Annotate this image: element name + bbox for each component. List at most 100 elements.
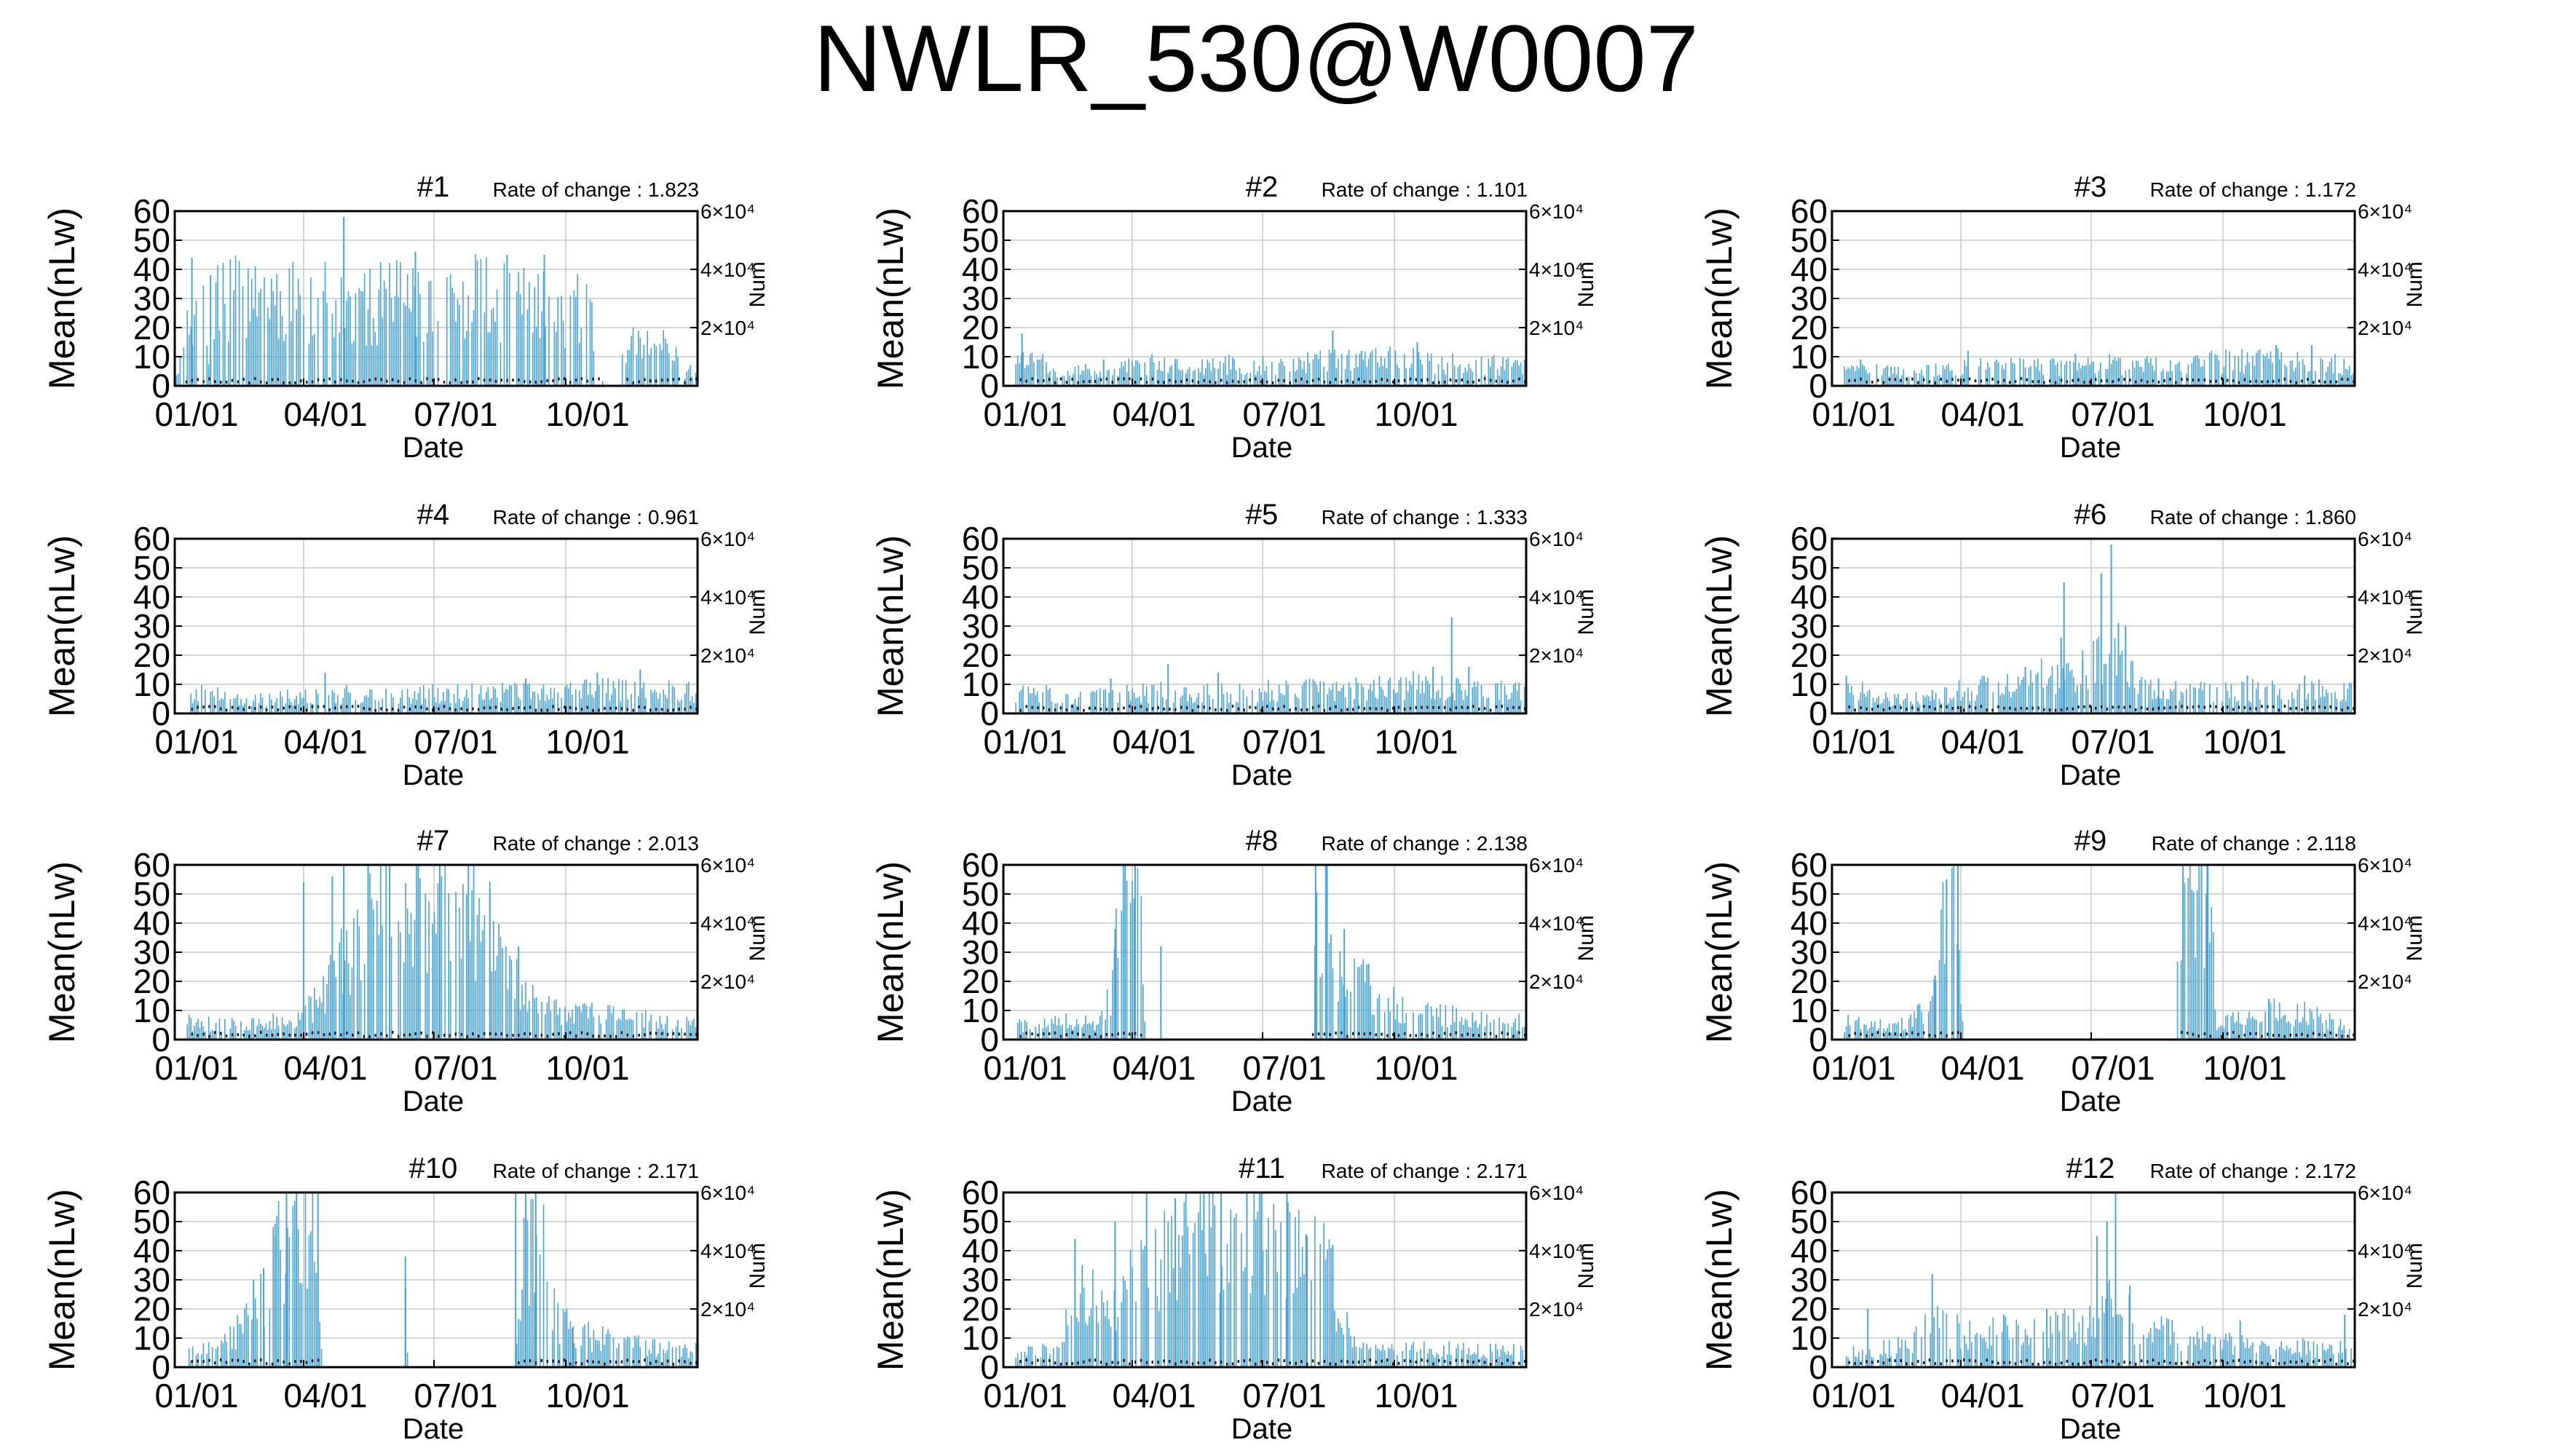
num-marker [2353, 1033, 2355, 1037]
y-tick-label: 60 [1790, 192, 1828, 230]
num-marker [2215, 1359, 2217, 1363]
num-marker [1991, 708, 1994, 712]
num-marker [351, 1033, 354, 1037]
x-axis-label: Date [2060, 759, 2122, 791]
num-marker [1461, 705, 1463, 709]
num-marker [357, 381, 360, 384]
num-marker [564, 705, 566, 709]
y2-tick-label: 4×10⁴ [700, 258, 755, 281]
x-tick-label: 01/01 [154, 723, 238, 761]
num-marker [2289, 1360, 2291, 1364]
num-marker [1311, 1033, 1314, 1037]
y2-tick-label: 6×10⁴ [2358, 528, 2412, 550]
num-marker [1865, 707, 1868, 711]
y2-axis-label: Num [746, 1243, 770, 1289]
num-marker [1300, 708, 1303, 712]
num-marker [1894, 705, 1897, 709]
rate-of-change: Rate of change : 0.961 [493, 506, 699, 529]
rate-of-change: Rate of change : 2.118 [2152, 832, 2356, 855]
y-tick-label: 10 [1790, 1319, 1828, 1357]
num-marker [1518, 377, 1520, 381]
num-marker [254, 1034, 256, 1037]
num-marker [1946, 1034, 1948, 1037]
panel-title: #7 [417, 825, 450, 857]
num-marker [1968, 377, 1971, 381]
y2-tick-label: 4×10⁴ [2358, 1240, 2412, 1262]
num-marker [1415, 1360, 1418, 1364]
x-axis-label: Date [2060, 1413, 2122, 1445]
num-marker [1403, 379, 1406, 382]
num-marker [2323, 1360, 2326, 1364]
num-marker [2060, 1361, 2063, 1365]
num-marker [1295, 1361, 1297, 1365]
grid-6 [1832, 539, 2355, 713]
num-marker [500, 379, 503, 382]
y-tick-label: 50 [133, 221, 170, 259]
num-marker [1455, 706, 1458, 710]
y-tick-label: 60 [1790, 520, 1828, 558]
num-marker [328, 708, 331, 712]
num-marker [1351, 381, 1354, 384]
num-marker [283, 1032, 285, 1036]
num-marker [2353, 1359, 2355, 1363]
y-tick-label: 20 [1790, 962, 1828, 1000]
num-marker [1340, 380, 1343, 384]
y-axis-label: Mean(nLw) [870, 1189, 911, 1371]
num-marker [586, 1359, 589, 1363]
num-marker [660, 379, 663, 382]
num-marker [2106, 1358, 2109, 1362]
y-tick-label: 50 [1790, 875, 1828, 913]
num-marker [1940, 1362, 1943, 1366]
y-tick-label: 40 [1790, 578, 1828, 616]
x-axis-label: Date [403, 1413, 465, 1445]
num-marker [2135, 380, 2137, 384]
num-markers-11 [1019, 1358, 1526, 1366]
num-marker [1888, 706, 1891, 710]
num-marker [1980, 379, 1983, 383]
num-marker [2243, 706, 2246, 710]
num-marker [1031, 377, 1033, 381]
num-marker [392, 707, 394, 711]
y-tick-label: 10 [962, 1319, 999, 1357]
num-marker [1317, 705, 1320, 708]
num-marker [512, 707, 514, 711]
panel-title: #8 [1246, 825, 1279, 857]
x-tick-label: 10/01 [545, 1377, 629, 1415]
num-marker [1220, 379, 1223, 382]
num-marker [1894, 378, 1897, 381]
num-marker [2221, 1358, 2223, 1362]
num-marker [1243, 708, 1245, 712]
num-marker [1501, 379, 1504, 383]
num-marker [1191, 708, 1194, 712]
num-marker [2072, 379, 2074, 382]
num-marker [219, 707, 222, 711]
num-marker [494, 1032, 497, 1036]
num-marker [265, 708, 268, 712]
num-marker [483, 706, 486, 710]
num-marker [626, 378, 629, 381]
num-marker [1260, 708, 1263, 712]
num-marker [2072, 1362, 2074, 1366]
num-marker [1375, 1361, 1377, 1364]
x-tick-label: 04/01 [1112, 1049, 1196, 1087]
num-marker [1043, 1359, 1045, 1363]
num-marker [695, 377, 698, 381]
y-tick-label: 40 [962, 578, 999, 616]
num-marker [1225, 1362, 1228, 1366]
num-marker [368, 1034, 371, 1038]
num-marker [1443, 380, 1446, 384]
num-marker [1220, 1360, 1223, 1364]
num-marker [271, 705, 274, 709]
num-marker [626, 708, 629, 711]
num-marker [437, 1034, 440, 1038]
num-marker [1928, 1358, 1931, 1362]
y-tick-label: 50 [962, 549, 999, 587]
num-marker [1986, 378, 1988, 381]
num-marker [426, 707, 428, 711]
num-marker [1882, 1361, 1885, 1365]
num-marker [397, 379, 400, 383]
num-marker [460, 381, 462, 384]
